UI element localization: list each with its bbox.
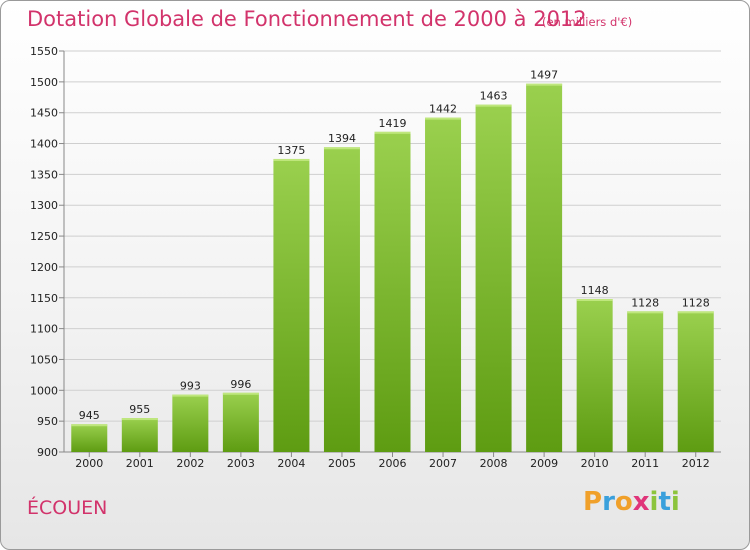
y-tick-label: 1550 [30,45,58,58]
bar-highlight-2007 [425,117,462,120]
data-label-2007: 1442 [429,103,457,116]
data-label-2000: 945 [79,409,100,422]
chart-title: Dotation Globale de Fonctionnement de 20… [27,7,587,31]
x-tick-label-2007: 2007 [429,457,457,470]
y-tick-label: 1200 [30,261,58,274]
data-label-2012: 1128 [682,296,710,309]
x-tick-label-2008: 2008 [480,457,508,470]
bar-highlight-2008 [475,104,512,107]
y-tick-label: 1250 [30,230,58,243]
x-tick-label-2012: 2012 [682,457,710,470]
bar-highlight-2009 [526,83,563,86]
y-tick-label: 1050 [30,353,58,366]
y-tick-label: 1350 [30,168,58,181]
y-tick-label: 1450 [30,107,58,120]
bar-2000 [71,424,108,452]
x-tick-label-2000: 2000 [75,457,103,470]
logo-letter: x [632,487,650,517]
data-label-2005: 1394 [328,132,356,145]
bar-highlight-2010 [576,299,613,302]
x-tick-label-2002: 2002 [176,457,204,470]
logo-letter: i [649,487,659,517]
bar-highlight-2001 [121,418,158,421]
logo-letter: P [583,487,603,517]
bar-2012 [677,311,714,452]
x-tick-label-2006: 2006 [379,457,407,470]
bar-2008 [475,104,512,453]
bar-highlight-2006 [374,131,411,134]
proxiti-logo: Proxiti [583,487,680,517]
bar-highlight-2011 [627,311,664,314]
bar-2004 [273,158,310,452]
y-tick-label: 900 [37,446,58,459]
bar-2002 [172,394,209,452]
y-tick-label: 1000 [30,384,58,397]
logo-letter: t [658,487,671,517]
x-tick-label-2011: 2011 [631,457,659,470]
bar-2009 [526,83,563,452]
data-label-2006: 1419 [379,117,407,130]
bar-highlight-2004 [273,158,310,161]
bar-highlight-2003 [222,392,259,395]
bar-2006 [374,131,411,452]
x-tick-label-2001: 2001 [126,457,154,470]
bar-2010 [576,299,613,452]
bar-2005 [323,147,360,453]
x-tick-label-2004: 2004 [277,457,305,470]
data-label-2004: 1375 [277,144,305,157]
bar-2011 [627,311,664,452]
logo-letter: r [602,487,615,517]
x-tick-label-2009: 2009 [530,457,558,470]
x-tick-label-2005: 2005 [328,457,356,470]
y-tick-label: 950 [37,415,58,428]
logo-letter: o [614,487,633,517]
bar-highlight-2002 [172,394,209,397]
data-label-2011: 1128 [631,296,659,309]
data-label-2003: 996 [230,378,251,391]
data-label-2001: 955 [129,403,150,416]
bar-highlight-2005 [323,147,360,150]
y-tick-label: 1150 [30,292,58,305]
y-tick-label: 1300 [30,199,58,212]
x-tick-label-2010: 2010 [581,457,609,470]
bar-2007 [425,117,462,453]
chart-subtitle: (en milliers d'€) [542,15,633,29]
bar-highlight-2012 [677,311,714,314]
bar-2001 [121,418,158,452]
y-tick-label: 1400 [30,138,58,151]
bar-highlight-2000 [71,424,108,427]
data-label-2002: 993 [180,380,201,393]
y-tick-label: 1500 [30,76,58,89]
town-name: ÉCOUEN [27,497,108,519]
x-tick-label-2003: 2003 [227,457,255,470]
y-tick-label: 1100 [30,323,58,336]
data-label-2009: 1497 [530,69,558,82]
data-label-2008: 1463 [480,90,508,103]
data-label-2010: 1148 [581,284,609,297]
bar-2003 [222,392,259,452]
logo-letter: i [670,487,680,517]
